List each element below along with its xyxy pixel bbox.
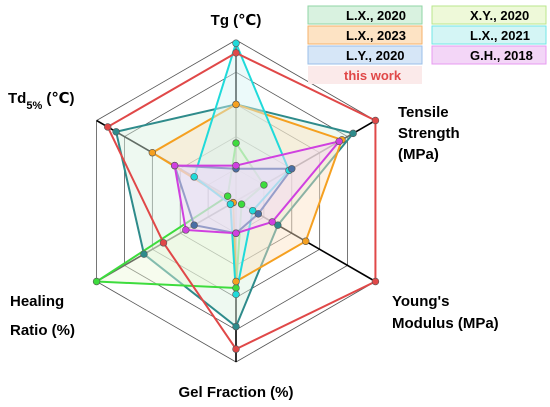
axis-label-0-line-0: Tg (℃) <box>211 12 262 29</box>
series-point-5-1 <box>335 137 343 146</box>
legend-label-2: L.X., 2023 <box>346 28 406 43</box>
marker-layer <box>92 39 380 353</box>
series-point-4-4 <box>190 221 198 229</box>
series-point-0-5 <box>112 128 120 136</box>
series-point-0-2 <box>274 221 282 229</box>
legend-swatch-6 <box>308 66 422 84</box>
series-point-6-5 <box>104 123 112 131</box>
series-point-1-2 <box>237 200 246 208</box>
axis-label-2: Young's Modulus (MPa) <box>392 293 499 332</box>
legend-label-6: this work <box>344 68 402 83</box>
legend-swatch-2 <box>307 25 423 45</box>
series-point-4-1 <box>288 165 296 173</box>
axis-label-3-line-0: Gel Fraction (%) <box>178 384 293 401</box>
series-point-5-0 <box>232 161 240 170</box>
axis-label-4-line-1: Ratio (%) <box>10 322 75 339</box>
legend-swatch-3 <box>431 25 547 45</box>
series-point-0-4 <box>140 250 148 258</box>
series-point-2-2 <box>302 237 310 245</box>
series-point-3-5 <box>190 173 198 181</box>
series-point-1-4 <box>92 277 101 286</box>
legend-label-0: L.X., 2020 <box>346 8 406 23</box>
axis-label-5-line-0: Td5% (℃) <box>8 90 75 112</box>
axis-label-1-line-2: (MPa) <box>398 146 439 163</box>
axis-label-1-line-0: Tensile <box>398 104 449 121</box>
axis-label-0: Tg (℃) <box>211 12 262 29</box>
series-point-5-3 <box>232 229 240 237</box>
series-point-5-4 <box>182 226 190 234</box>
axis-label-rest: (℃) <box>42 90 74 107</box>
axis-label-2-line-0: Young's <box>392 293 449 310</box>
series-point-6-4 <box>159 239 168 247</box>
series-point-2-5 <box>148 149 157 157</box>
axis-label-layer: Tg (℃) Tensile Strength (MPa) Young's Modulus… <box>8 12 499 401</box>
axis-label-2-line-1: Modulus (MPa) <box>392 315 499 332</box>
series-point-2-3 <box>232 277 240 286</box>
series-point-3-3 <box>232 290 240 299</box>
series-point-3-0 <box>232 39 240 47</box>
axis-label-4: Healing Ratio (%) <box>10 293 75 339</box>
axis-label-4-line-0: Healing <box>10 293 64 310</box>
legend-label-4: L.Y., 2020 <box>346 48 405 63</box>
series-point-1-0 <box>232 139 240 147</box>
series-layer <box>93 40 377 351</box>
axis-label-1-line-1: Strength <box>398 125 460 142</box>
legend-swatch-5 <box>431 45 547 65</box>
series-point-1-5 <box>223 192 232 200</box>
series-point-5-2 <box>268 218 276 226</box>
series-point-3-2 <box>249 206 257 215</box>
series-point-6-0 <box>232 49 240 57</box>
axis-label-1: Tensile Strength (MPa) <box>398 104 460 163</box>
legend-label-3: L.X., 2021 <box>470 28 530 43</box>
series-point-0-3 <box>232 322 240 331</box>
series-point-6-2 <box>371 277 380 286</box>
axis-label-5: Td5% (℃) <box>8 90 75 112</box>
axis-label-3: Gel Fraction (%) <box>178 384 293 401</box>
series-point-6-3 <box>232 345 240 353</box>
series-point-1-1 <box>260 181 268 189</box>
legend-swatch-4 <box>307 45 423 65</box>
series-point-2-0 <box>232 100 240 109</box>
series-point-4-2 <box>254 210 263 218</box>
series-point-6-1 <box>371 116 380 125</box>
series-point-3-4 <box>226 200 235 208</box>
series-point-1-3 <box>232 284 240 292</box>
axis-label-subscript: 5% <box>26 100 42 112</box>
legend-swatch-1 <box>431 5 547 25</box>
legend-label-1: X.Y., 2020 <box>470 8 529 23</box>
series-point-5-5 <box>170 161 179 170</box>
legend-swatch-0 <box>307 5 423 25</box>
legend: L.X., 2020 X.Y., 2020 L.X., 2023 L.X., 2021… <box>307 5 547 84</box>
series-point-0-1 <box>349 129 357 138</box>
legend-label-5: G.H., 2018 <box>470 48 533 63</box>
